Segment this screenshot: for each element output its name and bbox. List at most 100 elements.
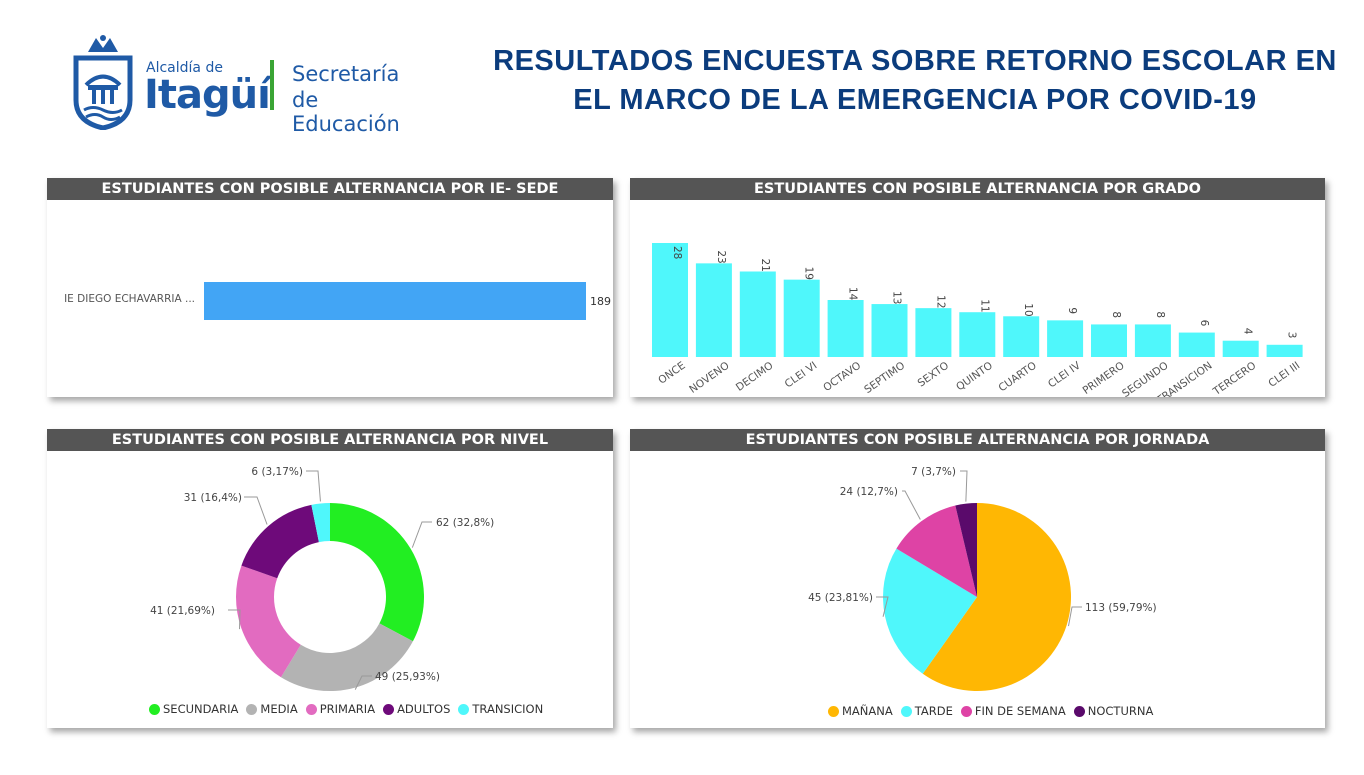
bar [1091,324,1127,357]
legend-item[interactable]: SECUNDARIA [149,702,238,716]
chart-grado[interactable]: 28 ONCE 23 NOVENO 21 DECIMO 19 CLEI VI 14 OCTAVO 1… [630,200,1325,407]
bar-category-label: NOVENO [687,360,731,396]
legend-dot-icon [900,705,912,717]
chart-ie-sede[interactable]: IE DIEGO ECHAVARRIA ... 189 [47,200,613,397]
leader-line [902,490,921,520]
leader-line [1068,606,1082,627]
logo-line1: Alcaldía de [146,60,223,76]
bar-data-label: 10 [1022,303,1034,316]
bar [871,304,908,357]
slice-data-label: 62 (32,8%) [436,517,494,529]
legend-item[interactable]: NOCTURNA [1073,704,1154,718]
bar-category-label: CLEI VI [783,360,820,391]
slice-data-label: 45 (23,81%) [808,592,873,604]
bar [959,312,996,357]
panel-ie-sede[interactable]: ESTUDIANTES CON POSIBLE ALTERNANCIA POR … [47,178,613,397]
bar [783,279,820,357]
legend-item[interactable]: FIN DE SEMANA [960,704,1066,718]
bar [1134,324,1171,357]
chart-nivel[interactable]: 62 (32,8%) 49 (25,93%) 41 (21,69%) 31 (16,4… [47,451,613,701]
slice-data-label: 7 (3,7%) [911,466,956,478]
panel-title-jornada: ESTUDIANTES CON POSIBLE ALTERNANCIA POR … [630,429,1325,451]
bar-data-label: 14 [847,287,859,301]
bar-data-label: 6 [1198,320,1210,327]
logo-educacion: de Educación [292,88,400,136]
itagui-shield-icon [73,35,133,130]
pie-slice [896,505,977,597]
leader-line [876,596,889,617]
slice-data-label: 41 (21,69%) [150,605,215,617]
legend-nivel: SECUNDARIA MEDIA PRIMARIA ADULTOS TRANSICION [149,702,543,716]
bar-category-label: CUARTO [996,360,1038,395]
bar [1266,344,1303,357]
legend-label: MEDIA [260,702,298,716]
panel-jornada[interactable]: ESTUDIANTES CON POSIBLE ALTERNANCIA POR … [630,429,1325,728]
bar [827,300,864,357]
bar-category-label: CLEI IV [1046,359,1083,390]
pie-slice [241,504,319,579]
pie-slice [280,623,413,691]
bar-data-label: 9 [1066,307,1078,314]
leader-line [306,470,321,502]
bar-category-label: IE DIEGO ECHAVARRIA ... [64,293,195,305]
legend-label: MAÑANA [842,704,893,718]
leader-line [244,496,268,525]
slice-data-label: 113 (59,79%) [1085,602,1157,614]
legend-dot-icon [960,705,972,717]
bar [652,243,688,357]
legend-label: FIN DE SEMANA [974,704,1066,718]
bar [915,308,952,357]
panel-grado[interactable]: ESTUDIANTES CON POSIBLE ALTERNANCIA POR … [630,178,1325,407]
bar-data-label: 8 [1154,311,1166,318]
legend-label: NOCTURNA [1087,704,1154,718]
bar-category-label: ONCE [656,360,688,387]
legend-dot-icon [149,703,160,715]
panel-nivel[interactable]: ESTUDIANTES CON POSIBLE ALTERNANCIA POR … [47,429,613,728]
slice-data-label: 6 (3,17%) [251,466,303,478]
pie-slice [330,503,424,642]
legend-item[interactable]: MAÑANA [828,704,893,718]
legend-item[interactable]: PRIMARIA [305,702,376,716]
page-title-line2: EL MARCO DE LA EMERGENCIA POR COVID-19 [573,84,1257,116]
pie-slice [955,503,977,597]
pie-slice [883,548,977,674]
bar [1047,320,1084,357]
bar [739,271,776,357]
leader-line [354,675,372,690]
page-title: RESULTADOS ENCUESTA SOBRE RETORNO ESCOLA… [470,42,1360,120]
bar-data-label: 3 [1286,332,1298,339]
bar [204,282,586,320]
legend-item[interactable]: ADULTOS [383,702,450,716]
bar-category-label: DECIMO [734,360,776,394]
itagui-logo: Alcaldía de Itagüí Secretaría de Educaci… [68,30,428,136]
legend-dot-icon [458,703,470,715]
legend-label: PRIMARIA [319,702,376,716]
legend-item[interactable]: TRANSICION [458,702,543,716]
legend-dot-icon [828,705,839,717]
bar-data-label: 13 [891,291,903,304]
bar [1003,316,1040,357]
legend-dot-icon [383,703,395,715]
legend-label: SECUNDARIA [163,702,239,716]
bar [695,263,732,357]
bar [1178,332,1215,357]
legend-item[interactable]: MEDIA [246,702,298,716]
panel-title-nivel: ESTUDIANTES CON POSIBLE ALTERNANCIA POR … [47,429,613,451]
legend-dot-icon [246,703,258,715]
bar-data-label: 28 [671,246,683,259]
legend-label: ADULTOS [397,702,451,716]
legend-item[interactable]: TARDE [900,704,953,718]
logo-secretaria: Secretaría [292,62,400,86]
bar-category-label: SEXTO [916,360,952,390]
chart-jornada[interactable]: 113 (59,79%) 45 (23,81%) 24 (12,7%) 7 (3,7%… [630,451,1325,701]
bar-category-label: OCTAVO [821,360,863,394]
pie-slice [311,503,330,543]
bar-data-label: 8 [1110,311,1122,318]
page-title-line1: RESULTADOS ENCUESTA SOBRE RETORNO ESCOLA… [493,45,1337,77]
bar-data-label: 21 [759,259,771,272]
bar-data-label: 19 [803,267,815,280]
bar [1222,340,1259,357]
panel-title-grado: ESTUDIANTES CON POSIBLE ALTERNANCIA POR … [630,178,1325,200]
legend-dot-icon [1073,705,1085,717]
logo-divider [270,60,274,110]
